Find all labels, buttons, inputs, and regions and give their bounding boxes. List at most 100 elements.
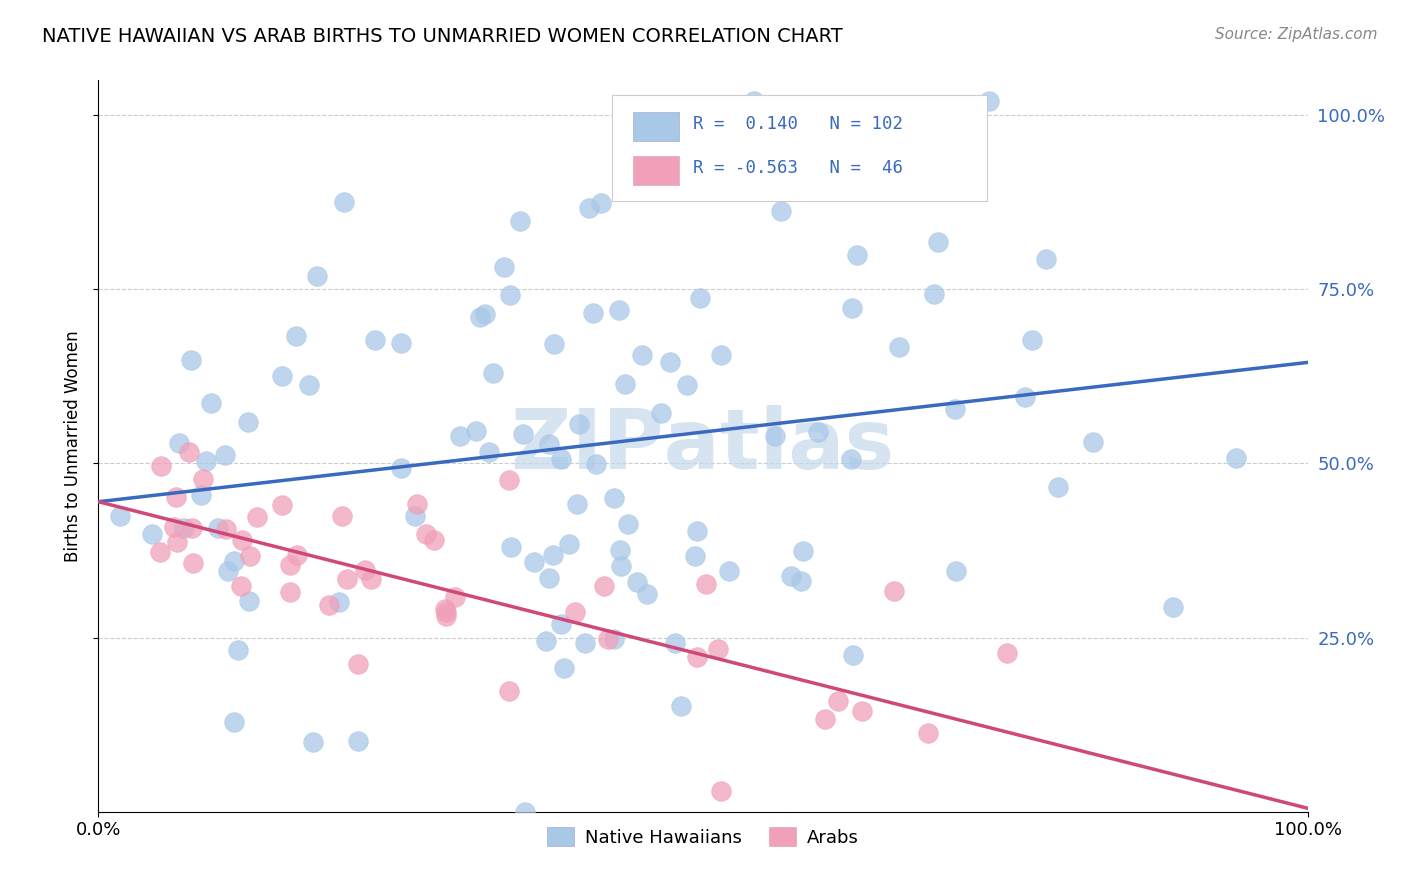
Point	[839, 452, 862, 467]
Point	[792, 544, 814, 558]
Point	[404, 509, 426, 524]
Point	[1161, 600, 1184, 615]
Point	[347, 734, 370, 748]
Point	[285, 329, 308, 343]
Point	[678, 174, 700, 188]
Point	[214, 448, 236, 462]
Point	[330, 509, 353, 524]
Point	[173, 521, 195, 535]
Point	[180, 353, 202, 368]
Point	[842, 648, 865, 662]
Point	[347, 657, 370, 671]
Point	[603, 491, 626, 506]
Point	[790, 574, 813, 589]
Point	[827, 694, 849, 708]
Point	[841, 301, 863, 315]
Point	[565, 497, 588, 511]
Point	[553, 660, 575, 674]
Point	[246, 510, 269, 524]
Point	[270, 498, 292, 512]
Text: NATIVE HAWAIIAN VS ARAB BIRTHS TO UNMARRIED WOMEN CORRELATION CHART: NATIVE HAWAIIAN VS ARAB BIRTHS TO UNMARR…	[42, 27, 844, 45]
FancyBboxPatch shape	[633, 112, 679, 141]
Legend: Native Hawaiians, Arabs: Native Hawaiians, Arabs	[540, 820, 866, 854]
Point	[191, 472, 214, 486]
Point	[238, 593, 260, 607]
Point	[224, 554, 246, 568]
Point	[301, 735, 323, 749]
Point	[1083, 435, 1105, 450]
Point	[449, 428, 471, 442]
Point	[927, 235, 949, 250]
Point	[436, 605, 458, 619]
Point	[180, 521, 202, 535]
Point	[492, 260, 515, 275]
Text: Source: ZipAtlas.com: Source: ZipAtlas.com	[1215, 27, 1378, 42]
Point	[423, 533, 446, 548]
Point	[610, 559, 633, 574]
Text: R =  0.140   N = 102: R = 0.140 N = 102	[693, 115, 903, 133]
Point	[846, 248, 869, 262]
Point	[1035, 252, 1057, 266]
Point	[406, 497, 429, 511]
Point	[215, 522, 238, 536]
Point	[336, 572, 359, 586]
Point	[141, 527, 163, 541]
Point	[779, 568, 801, 582]
Point	[477, 445, 499, 459]
Point	[922, 286, 945, 301]
Point	[585, 458, 607, 472]
Point	[165, 490, 187, 504]
Point	[814, 712, 837, 726]
Point	[995, 646, 1018, 660]
Point	[501, 541, 523, 555]
Point	[543, 548, 565, 562]
Point	[650, 406, 672, 420]
Point	[945, 402, 967, 417]
Point	[685, 524, 707, 538]
Point	[332, 194, 354, 209]
Point	[763, 429, 786, 443]
Point	[602, 632, 624, 647]
Point	[207, 521, 229, 535]
Point	[550, 452, 572, 467]
Point	[710, 348, 733, 362]
Point	[389, 461, 412, 475]
Point	[568, 417, 591, 431]
Point	[443, 591, 465, 605]
Point	[307, 268, 329, 283]
Point	[222, 714, 245, 729]
Point	[200, 396, 222, 410]
Point	[190, 488, 212, 502]
Point	[686, 650, 709, 665]
Point	[617, 516, 640, 531]
Point	[683, 549, 706, 564]
Point	[166, 535, 188, 549]
Point	[710, 783, 733, 797]
Point	[360, 572, 382, 586]
FancyBboxPatch shape	[613, 95, 987, 201]
Point	[543, 337, 565, 351]
Point	[534, 634, 557, 648]
Point	[1047, 480, 1070, 494]
Point	[217, 564, 239, 578]
Point	[464, 424, 486, 438]
Point	[318, 598, 340, 612]
Point	[806, 425, 828, 439]
Point	[626, 575, 648, 590]
Point	[1021, 333, 1043, 347]
Point	[433, 602, 456, 616]
Point	[498, 473, 520, 487]
Point	[917, 726, 939, 740]
Point	[675, 377, 697, 392]
Point	[512, 427, 534, 442]
Point	[239, 549, 262, 563]
Point	[270, 369, 292, 384]
Point	[364, 333, 387, 347]
Point	[474, 308, 496, 322]
Point	[298, 378, 321, 392]
Point	[671, 698, 693, 713]
Point	[630, 348, 652, 362]
Point	[564, 606, 586, 620]
Point	[945, 564, 967, 578]
Point	[498, 683, 520, 698]
